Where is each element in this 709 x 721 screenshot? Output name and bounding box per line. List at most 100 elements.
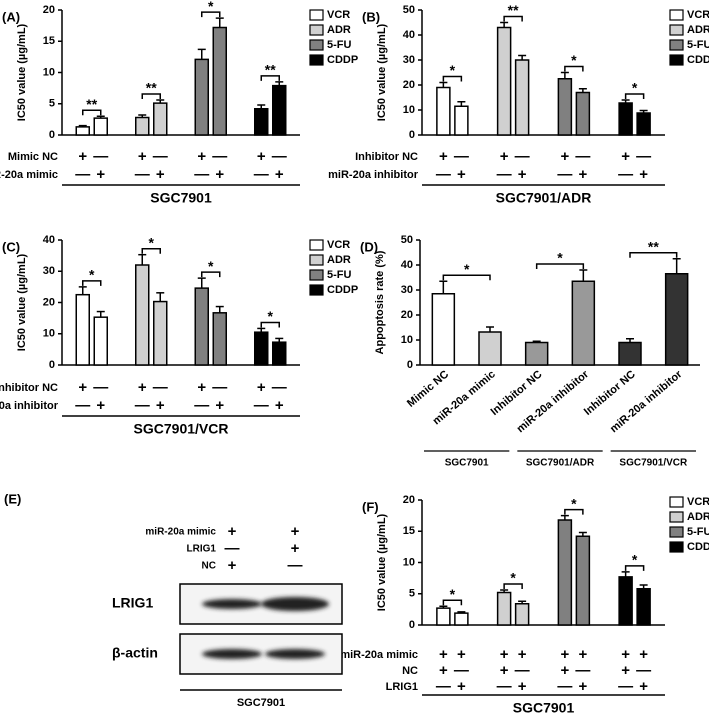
legend-label: ADR [687, 511, 709, 523]
condition-sign: — [454, 148, 469, 165]
condition-sign: + [439, 148, 448, 165]
y-axis-label: IC50 value (µg/mL) [16, 253, 28, 351]
legend-swatch [309, 239, 324, 251]
bar [75, 293, 90, 366]
y-tick-label: 50 [403, 4, 415, 16]
condition-label: miR-20a mimic [145, 527, 216, 538]
condition-sign: + [457, 678, 466, 695]
legend-label: ADR [687, 24, 709, 36]
significance-bracket [564, 508, 584, 515]
bar [514, 603, 530, 626]
y-tick-label: 20 [401, 309, 413, 321]
condition-sign: + [518, 166, 527, 183]
condition-sign: + [257, 148, 266, 165]
significance-bracket [629, 252, 678, 258]
y-tick-label: 20 [403, 79, 415, 91]
legend-label: CDDP [687, 54, 709, 66]
significance-label: ** [146, 80, 157, 96]
y-axis-label: Appoptosis rate (%) [374, 250, 386, 354]
condition-label: Inhibitor NC [355, 151, 418, 163]
significance-bracket [503, 583, 523, 589]
condition-sign: — [618, 678, 633, 695]
legend-label: ADR [327, 24, 351, 36]
condition-sign: + [215, 397, 224, 414]
condition-sign: — [194, 397, 209, 414]
condition-sign: — [272, 148, 287, 165]
group-label: SGC7901/VCR [619, 458, 688, 469]
significance-label: * [208, 0, 214, 14]
significance-label: * [464, 261, 470, 277]
group-label: SGC7901/VCR [134, 421, 229, 437]
condition-sign: — [618, 166, 633, 183]
bar [524, 341, 549, 366]
condition-sign: — [557, 678, 572, 695]
bar [436, 607, 451, 626]
condition-sign: + [78, 379, 87, 396]
y-tick-label: 20 [43, 4, 55, 16]
condition-sign: — [497, 166, 512, 183]
condition-sign: — [93, 148, 108, 165]
group-label: SGC7901/ADR [526, 458, 595, 469]
condition-label: Inhibitor NC [0, 382, 58, 394]
condition-sign: + [621, 646, 630, 663]
significance-label: * [450, 586, 456, 602]
condition-label: miR-20a mimic [0, 169, 58, 181]
condition-sign: + [257, 379, 266, 396]
condition-sign: + [578, 678, 587, 695]
condition-sign: + [560, 662, 569, 679]
bar [557, 519, 573, 626]
bar [454, 612, 469, 626]
condition-sign: + [78, 148, 87, 165]
bar [436, 86, 451, 136]
condition-sign: — [575, 148, 590, 165]
condition-sign: — [212, 148, 227, 165]
significance-label: * [571, 52, 577, 68]
legend-swatch [669, 54, 684, 66]
condition-label: miR-20a inhibitor [0, 400, 59, 412]
band-label: LRIG1 [112, 595, 153, 611]
condition-sign: — [194, 166, 209, 183]
y-axis-label: IC50 value (µg/mL) [16, 23, 28, 121]
condition-sign: — [75, 166, 90, 183]
blot-band [202, 599, 262, 609]
condition-sign: + [621, 148, 630, 165]
y-tick-label: 30 [43, 265, 55, 277]
significance-bracket [503, 15, 523, 22]
bar [254, 108, 269, 136]
condition-sign: — [225, 540, 240, 557]
condition-sign: + [228, 523, 237, 540]
condition-sign: — [288, 557, 303, 574]
condition-sign: + [639, 678, 648, 695]
y-tick-label: 50 [401, 234, 413, 246]
y-tick-label: 10 [43, 66, 55, 78]
condition-sign: — [636, 148, 651, 165]
significance-label: ** [508, 2, 519, 18]
y-tick-label: 15 [43, 35, 55, 47]
condition-sign: — [636, 662, 651, 679]
condition-sign: + [500, 148, 509, 165]
condition-sign: — [557, 166, 572, 183]
significance-bracket [624, 565, 645, 571]
significance-label: ** [648, 238, 659, 254]
legend-swatch [669, 541, 684, 553]
condition-sign: — [515, 148, 530, 165]
condition-label: Mimic NC [8, 151, 58, 163]
y-tick-label: 15 [403, 525, 415, 537]
condition-sign: — [497, 678, 512, 695]
panel-label: (E) [4, 491, 21, 506]
legend-label: 5-FU [687, 39, 709, 51]
condition-sign: + [578, 646, 587, 663]
condition-label: NC [402, 665, 418, 677]
y-tick-label: 10 [403, 556, 415, 568]
bar [618, 341, 642, 366]
condition-sign: + [156, 166, 165, 183]
condition-sign: + [518, 646, 527, 663]
significance-label: * [632, 80, 638, 96]
condition-sign: — [254, 397, 269, 414]
y-tick-label: 10 [403, 104, 415, 116]
legend-swatch [309, 284, 324, 296]
y-tick-label: 0 [409, 619, 415, 631]
significance-bracket [442, 274, 491, 281]
legend-swatch [309, 9, 324, 21]
